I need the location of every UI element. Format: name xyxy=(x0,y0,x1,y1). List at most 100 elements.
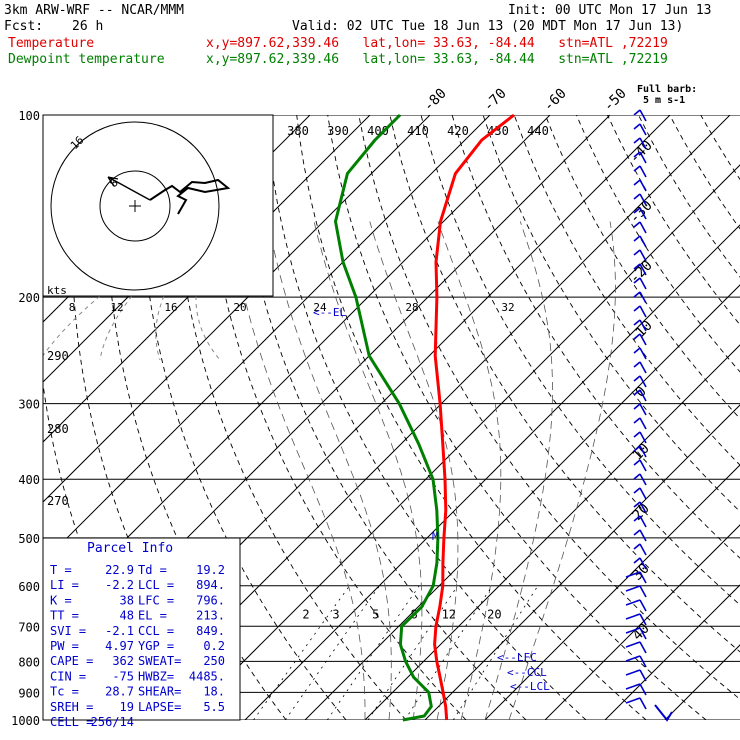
wind-barb xyxy=(633,109,647,122)
wind-barb xyxy=(633,207,647,220)
isotherm-label: -60 xyxy=(541,86,570,115)
hodograph-scale-label: 12 xyxy=(110,301,123,314)
level-marker: <--EL xyxy=(313,306,346,319)
parcel-value: 38 xyxy=(120,593,134,607)
dry-adiabat xyxy=(358,115,740,700)
level-marker: M xyxy=(432,530,439,543)
forecast-hour: 26 h xyxy=(72,19,104,34)
parcel-value: 18. xyxy=(203,685,225,699)
parcel-value: 19.2 xyxy=(196,563,225,577)
moist-adiabat xyxy=(484,221,553,720)
pressure-tick-label: 100 xyxy=(18,109,40,123)
hodograph-frame xyxy=(42,114,274,297)
dewpoint-line xyxy=(334,113,440,722)
moist-adiabat xyxy=(508,221,616,720)
hodograph-arc xyxy=(155,295,165,361)
wind-barb xyxy=(633,221,647,234)
wind-barb xyxy=(625,627,647,640)
parcel-value: 4485. xyxy=(189,669,225,683)
dry-adiabat xyxy=(638,115,740,278)
isotherm-label: 10 xyxy=(630,441,653,464)
wind-barb xyxy=(633,291,647,304)
pressure-tick-label: 300 xyxy=(18,398,40,412)
dry-adiabat xyxy=(202,115,467,720)
forecast-label: Fcst: xyxy=(4,19,44,34)
wind-barb xyxy=(633,403,647,416)
hodograph-unit: kts xyxy=(47,284,67,297)
init-time: Init: 00 UTC Mon 17 Jun 13 xyxy=(508,3,712,18)
parcel-value: 5.5 xyxy=(203,700,225,714)
parcel-label: YGP = xyxy=(138,639,174,653)
wind-barb xyxy=(625,641,647,654)
wind-barb xyxy=(633,417,647,430)
parcel-value: 362 xyxy=(112,654,134,668)
moist-adiabat xyxy=(437,221,502,720)
wind-barb xyxy=(633,235,647,248)
pressure-tick-label: 700 xyxy=(18,620,40,634)
pressure-tick-label: 500 xyxy=(18,532,40,546)
parcel-info-frame xyxy=(42,537,241,721)
isotherm xyxy=(664,644,740,720)
pressure-tick-label: 600 xyxy=(18,580,40,594)
parcel-value: 4.97 xyxy=(105,639,134,653)
parcel-value: 28.7 xyxy=(105,685,134,699)
moist-adiabat xyxy=(267,221,392,720)
isotherm-label: -50 xyxy=(601,86,630,115)
parcel-label: Td = xyxy=(138,563,167,577)
mixing-ratio-line xyxy=(452,585,539,720)
parcel-label: PW = xyxy=(50,639,79,653)
parcel-label: EL = xyxy=(138,609,167,623)
header: 3km ARW-WRF -- NCAR/MMM Init: 00 UTC Mon… xyxy=(0,0,740,70)
parcel-label: SHEAR= xyxy=(138,685,181,699)
theta-label: 400 xyxy=(367,124,389,138)
pressure-tick-label: 200 xyxy=(18,291,40,305)
parcel-info-title: Parcel Info xyxy=(87,541,173,556)
parcel-label: CCL = xyxy=(138,624,174,638)
wind-barb xyxy=(625,655,647,668)
hodograph-arc xyxy=(99,295,133,361)
wind-barb xyxy=(625,585,647,598)
parcel-value: 213. xyxy=(196,609,225,623)
hodograph-trace xyxy=(149,178,231,215)
pressure-tick-label: 900 xyxy=(18,686,40,700)
parcel-label: SVI = xyxy=(50,624,86,638)
wind-barb xyxy=(633,375,647,388)
temperature-line xyxy=(433,113,515,721)
surface-wind-barb xyxy=(654,704,673,722)
parcel-value: 894. xyxy=(196,578,225,592)
wind-barb xyxy=(633,501,647,514)
theta-label: 380 xyxy=(287,124,309,138)
parcel-label: LCL = xyxy=(138,578,174,592)
parcel-label: HWBZ= xyxy=(138,669,174,683)
dry-adiabat xyxy=(513,115,740,466)
parcel-label: CIN = xyxy=(50,669,86,683)
isotherm xyxy=(244,224,740,720)
level-marker: <--CCL xyxy=(507,666,547,679)
wind-barb xyxy=(633,487,647,500)
hodograph-origin xyxy=(129,200,141,212)
theta-label: 430 xyxy=(487,124,509,138)
pressure-tick-label: 400 xyxy=(18,473,40,487)
wind-barb xyxy=(625,683,647,696)
wind-barbs xyxy=(625,109,647,710)
isotherm xyxy=(364,344,740,720)
wind-barb xyxy=(633,263,647,276)
parcel-label: K = xyxy=(50,593,72,607)
mixing-ratio-line xyxy=(404,585,493,720)
wind-barb xyxy=(633,249,647,262)
wind-barb xyxy=(633,193,647,206)
parcel-value: -2.2 xyxy=(105,578,134,592)
dry-adiabat xyxy=(482,115,740,513)
hodograph-scale-label: 8 xyxy=(69,301,76,314)
hodograph-arc xyxy=(43,295,101,357)
wind-barb xyxy=(633,543,647,556)
valid-time: Valid: 02 UTC Tue 18 Jun 13 (20 MDT Mon … xyxy=(292,19,684,34)
moist-adiabat xyxy=(369,221,459,720)
hodograph-scale-label: 20 xyxy=(233,301,246,314)
hodograph-ring xyxy=(99,170,171,242)
parcel-value: 250 xyxy=(203,654,225,668)
isotherm xyxy=(43,115,431,503)
wind-barb xyxy=(633,305,647,318)
mixing-ratio-label: 20 xyxy=(487,607,501,621)
